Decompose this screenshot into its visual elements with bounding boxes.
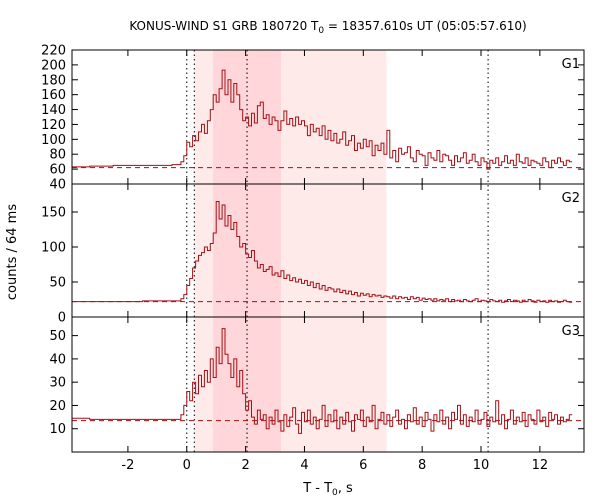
y-tick-label: 120	[41, 118, 66, 133]
chart-title: KONUS-WIND S1 GRB 180720 T0 = 18357.610s…	[129, 19, 526, 36]
chart-title-suffix: = 18357.610s UT (05:05:57.610)	[324, 19, 527, 33]
x-axis-title-subscript: 0	[332, 488, 338, 498]
y-tick-label: 40	[49, 178, 66, 193]
plot-area: 406080100120140160180200220G1050100150G2…	[41, 44, 585, 473]
x-axis-title-suffix: , s	[338, 481, 353, 496]
x-tick-label: 6	[359, 458, 367, 473]
y-tick-label: 100	[41, 133, 66, 148]
y-tick-label: 220	[41, 44, 66, 59]
x-tick-label: 4	[300, 458, 308, 473]
x-axis-title-prefix: T - T	[302, 481, 332, 496]
panel-g3: 10 20 30 40 50 G3	[49, 316, 585, 453]
y-tick-label: 60	[49, 163, 66, 178]
x-tick-label: 8	[418, 458, 426, 473]
panel-label: G3	[562, 324, 580, 339]
y-tick-label: 50	[49, 276, 66, 291]
panel-frame	[71, 316, 585, 453]
y-tick-label: 100	[41, 241, 66, 256]
y-tick-label: 50	[49, 329, 66, 344]
x-tick-label: 10	[473, 458, 490, 473]
lightcurve-series-g3	[72, 328, 573, 434]
chart-title-subscript: 0	[318, 26, 324, 36]
panel-label: G1	[562, 57, 580, 72]
panel-label: G2	[562, 191, 580, 206]
y-tick-label: 140	[41, 103, 66, 118]
x-tick-label: -2	[121, 458, 134, 473]
y-tick-label: 30	[49, 376, 66, 391]
y-tick-label: 80	[49, 148, 66, 163]
y-axis-title: counts / 64 ms	[5, 204, 20, 300]
y-tick-label: 200	[41, 58, 66, 73]
lightcurve-series-g2	[72, 201, 573, 303]
x-axis-title: T - T0, s	[302, 481, 353, 498]
chart-title-prefix: KONUS-WIND S1 GRB 180720 T	[129, 19, 319, 33]
x-tick-label: 12	[532, 458, 549, 473]
y-tick-label: 40	[49, 352, 66, 367]
y-tick-label: 160	[41, 88, 66, 103]
y-tick-label: 180	[41, 73, 66, 88]
x-tick-label: 0	[183, 458, 191, 473]
x-tick-label: 2	[241, 458, 249, 473]
lightcurve-series-g1	[72, 69, 573, 170]
y-tick-label: 150	[41, 206, 66, 221]
y-tick-label: 20	[49, 399, 66, 414]
y-tick-label: 0	[58, 311, 66, 326]
y-tick-label: 10	[49, 422, 66, 437]
shaded-interval-inner	[213, 50, 281, 452]
